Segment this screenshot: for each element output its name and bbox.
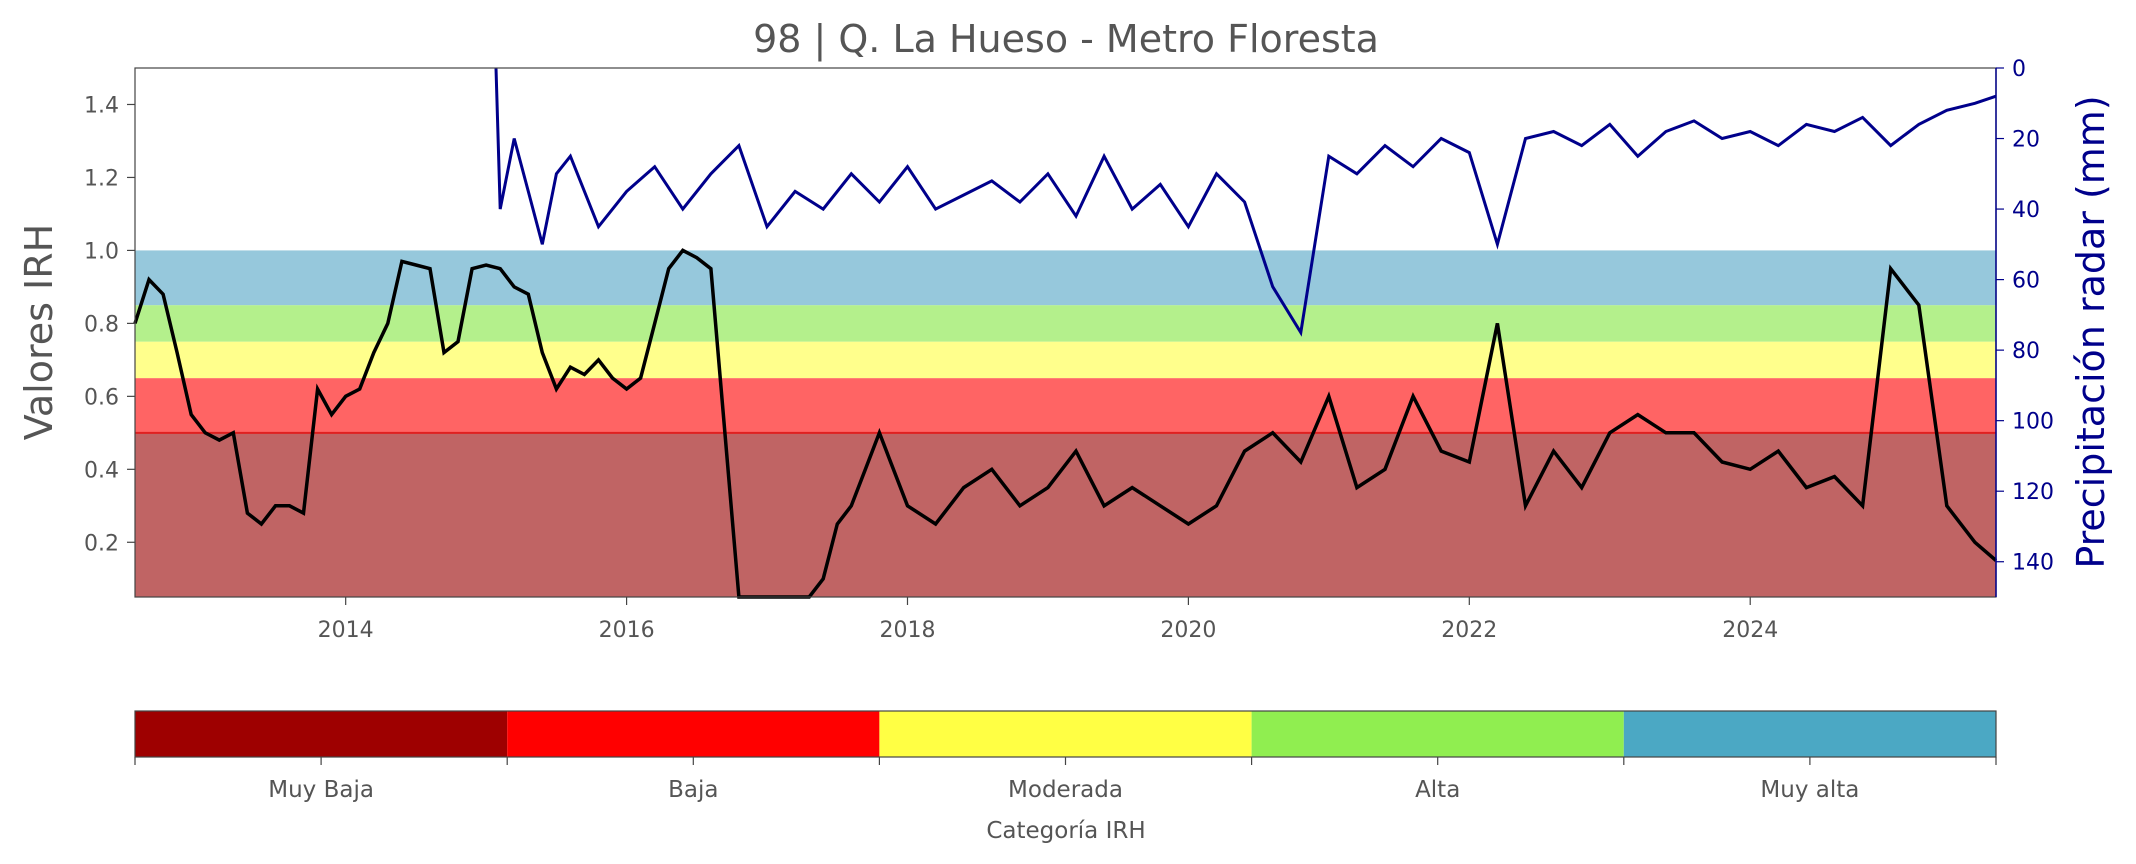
x-tick-label-2024: 2024 (1722, 618, 1778, 643)
y-axis-label-right: Precipitación radar (mm) (2069, 95, 2113, 568)
colorbar-label-1: Muy Baja (268, 777, 374, 803)
x-axis: 2014 2016 2018 2020 2022 2024 (318, 597, 1778, 643)
y-right-tick-label-120: 120 (2012, 480, 2054, 505)
colorbar-segment-4 (1251, 711, 1624, 757)
y-right-tick-label-80: 80 (2012, 339, 2040, 364)
y-tick-label-1.2: 1.2 (84, 166, 119, 191)
y-tick-label-0.6: 0.6 (84, 385, 119, 410)
band-5 (135, 250, 1996, 306)
colorbar-label-3: Moderada (1008, 777, 1123, 803)
y-tick-label-1.4: 1.4 (84, 93, 119, 118)
y-tick-label-0.8: 0.8 (84, 312, 119, 337)
colorbar-segment-3 (879, 711, 1252, 757)
band-3 (135, 341, 1996, 379)
band-4 (135, 305, 1996, 342)
colorbar-label-5: Muy alta (1760, 777, 1859, 803)
band-2 (135, 378, 1996, 433)
colorbar-label-2: Baja (668, 777, 718, 803)
category-bands (135, 250, 1996, 597)
y-right-tick-label-140: 140 (2012, 551, 2054, 576)
colorbar-label: Categoría IRH (986, 818, 1145, 844)
x-tick-label-2022: 2022 (1441, 618, 1497, 643)
y-axis-left: 0.2 0.4 0.6 0.8 1.0 1.2 1.4 (84, 93, 135, 556)
x-tick-label-2014: 2014 (318, 618, 374, 643)
chart-title: 98 | Q. La Hueso - Metro Floresta (753, 17, 1379, 62)
y-axis-right: 0 20 40 60 80 100 120 140 (1995, 57, 2054, 597)
y-right-tick-label-40: 40 (2012, 198, 2040, 223)
y-right-tick-label-0: 0 (2012, 57, 2026, 82)
y-axis-label-left: Valores IRH (17, 224, 61, 440)
x-tick-label-2016: 2016 (599, 618, 655, 643)
colorbar-segment-1 (135, 711, 508, 757)
y-right-tick-label-100: 100 (2012, 410, 2054, 435)
y-right-tick-label-20: 20 (2012, 128, 2040, 153)
colorbar-frame (134, 710, 1997, 758)
y-tick-label-1.0: 1.0 (84, 239, 119, 264)
precipitation-series (494, 67, 1997, 337)
colorbar-label-4: Alta (1415, 777, 1460, 803)
y-tick-label-0.4: 0.4 (84, 458, 119, 483)
band-1 (135, 432, 1996, 597)
plot-area (133, 67, 1998, 599)
colorbar-segment-2 (507, 711, 880, 757)
colorbar-segment-5 (1623, 711, 1996, 757)
x-tick-label-2018: 2018 (879, 618, 935, 643)
colorbar: Muy Baja Baja Moderada Alta Muy alta (134, 710, 1997, 803)
x-tick-label-2020: 2020 (1160, 618, 1216, 643)
y-right-tick-label-60: 60 (2012, 269, 2040, 294)
y-tick-label-0.2: 0.2 (84, 531, 119, 556)
